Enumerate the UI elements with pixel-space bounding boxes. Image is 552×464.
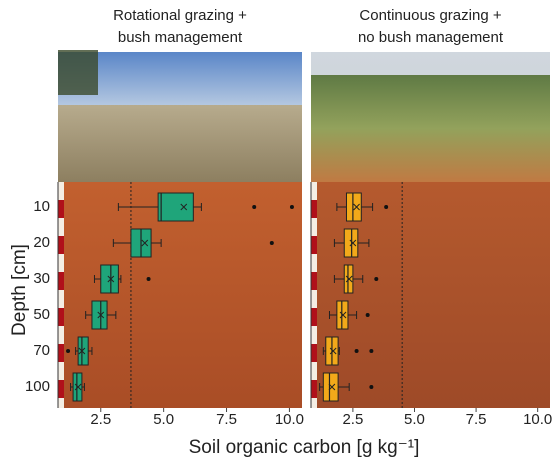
outlier [374, 277, 378, 281]
outlier [355, 349, 359, 353]
y-tick-label: 30 [33, 270, 50, 287]
outlier [369, 349, 373, 353]
outlier [384, 205, 388, 209]
x-tick-label: 10.0 [275, 411, 304, 428]
box [344, 229, 358, 257]
box [78, 337, 88, 365]
panel-title: Continuous grazing + [359, 7, 501, 24]
outlier [66, 349, 70, 353]
x-axis-label: Soil organic carbon [g kg⁻¹] [189, 437, 420, 458]
box [346, 193, 361, 221]
y-tick-label: 10 [33, 198, 50, 215]
y-tick-label: 100 [25, 378, 50, 395]
box [158, 193, 193, 221]
x-tick-label: 2.5 [90, 411, 111, 428]
outlier [270, 241, 274, 245]
panel-title: bush management [118, 29, 243, 46]
outlier [147, 277, 151, 281]
outlier [290, 205, 294, 209]
y-tick-label: 70 [33, 342, 50, 359]
box [101, 265, 119, 293]
panel-title: Rotational grazing + [113, 7, 247, 24]
x-tick-label: 7.5 [466, 411, 487, 428]
x-tick-label: 7.5 [216, 411, 237, 428]
y-tick-label: 50 [33, 306, 50, 323]
outlier [366, 313, 370, 317]
x-tick-label: 5.0 [404, 411, 425, 428]
outlier [369, 385, 373, 389]
x-tick-label: 10.0 [523, 411, 552, 428]
panel-title: no bush management [358, 29, 504, 46]
box [323, 373, 338, 401]
chart: Depth [cm] Soil organic carbon [g kg⁻¹] … [0, 0, 552, 464]
x-tick-label: 2.5 [342, 411, 363, 428]
y-tick-label: 20 [33, 234, 50, 251]
box [92, 301, 107, 329]
outlier [252, 205, 256, 209]
x-tick-label: 5.0 [153, 411, 174, 428]
y-axis-label: Depth [cm] [9, 244, 30, 336]
